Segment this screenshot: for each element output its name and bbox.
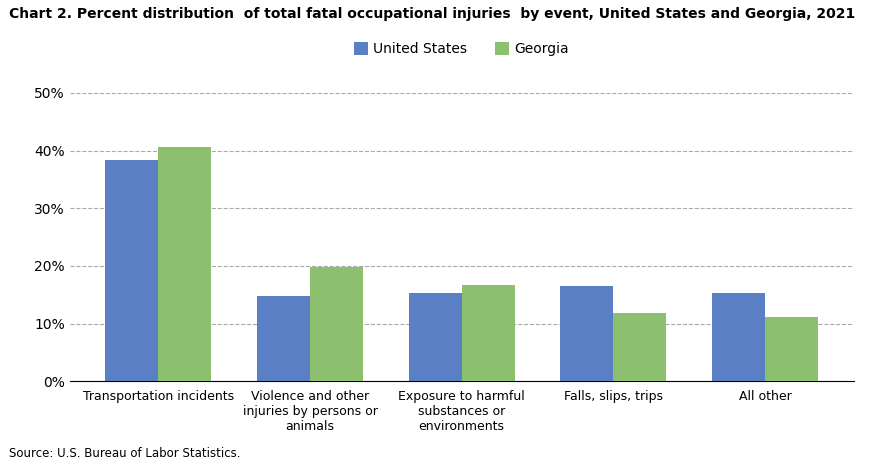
Bar bbox=[613, 312, 666, 381]
Bar bbox=[310, 267, 363, 381]
Bar bbox=[765, 317, 818, 381]
Bar bbox=[257, 296, 310, 381]
Bar bbox=[159, 146, 212, 381]
Legend: United States, Georgia: United States, Georgia bbox=[348, 37, 575, 62]
Bar bbox=[408, 293, 462, 381]
Text: Source: U.S. Bureau of Labor Statistics.: Source: U.S. Bureau of Labor Statistics. bbox=[9, 447, 240, 460]
Bar bbox=[712, 292, 765, 381]
Bar bbox=[462, 285, 515, 381]
Bar bbox=[105, 160, 159, 381]
Bar bbox=[560, 286, 613, 381]
Text: Chart 2. Percent distribution  of total fatal occupational injuries  by event, U: Chart 2. Percent distribution of total f… bbox=[9, 7, 855, 21]
